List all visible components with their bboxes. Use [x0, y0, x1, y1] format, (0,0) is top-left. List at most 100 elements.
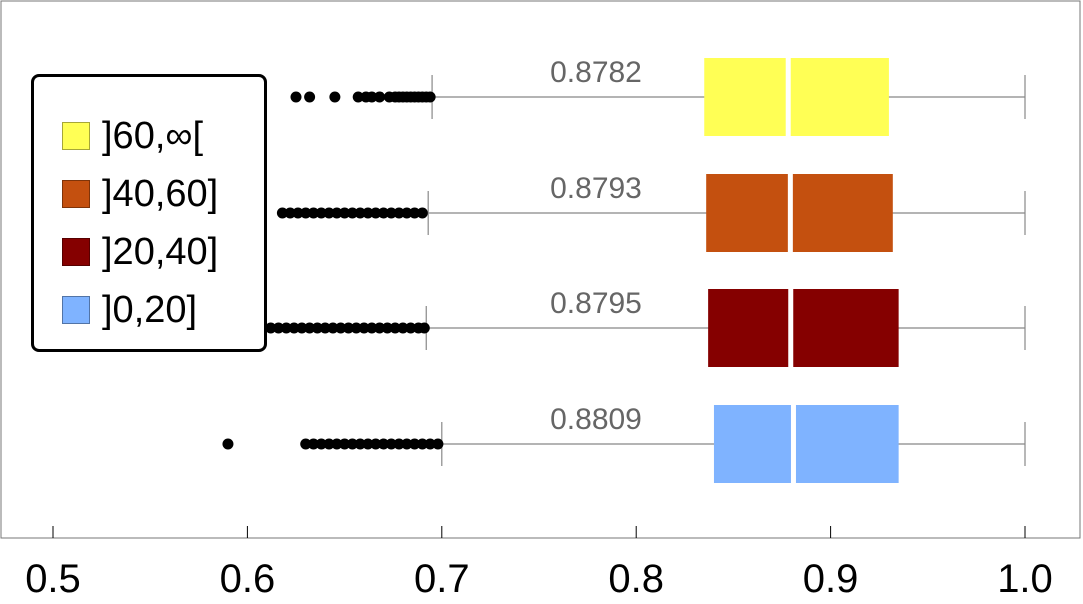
box-iqr	[704, 58, 889, 136]
outlier-point	[276, 207, 288, 219]
outlier-point	[424, 91, 436, 103]
legend-label: ]60,∞[	[102, 115, 204, 157]
outlier-point	[346, 438, 358, 450]
median-label: 0.8793	[550, 172, 642, 205]
median-label: 0.8795	[550, 287, 642, 320]
legend: ]60,∞[ ]40,60] ]20,40] ]0,20]	[31, 74, 267, 352]
outlier-point	[366, 322, 378, 334]
outlier-point	[304, 91, 316, 103]
outlier-point	[319, 322, 331, 334]
legend-swatch	[62, 296, 90, 324]
outlier-point	[377, 207, 389, 219]
outlier-point	[342, 322, 354, 334]
median-label: 0.8809	[550, 403, 642, 436]
legend-swatch	[62, 122, 90, 150]
outlier-point	[315, 207, 327, 219]
legend-item: ]40,60]	[62, 165, 264, 223]
x-tick-label: 0.9	[803, 557, 859, 601]
legend-swatch	[62, 238, 90, 266]
outlier-point	[307, 207, 319, 219]
box-series: 0.8782	[290, 56, 1026, 136]
outlier-point	[374, 322, 386, 334]
outlier-point	[370, 207, 382, 219]
outlier-point	[354, 438, 366, 450]
outlier-point	[362, 207, 374, 219]
outlier-point	[397, 322, 409, 334]
outlier-point	[315, 438, 327, 450]
outlier-point	[405, 322, 417, 334]
legend-label: ]20,40]	[102, 231, 219, 273]
outlier-point	[304, 322, 316, 334]
median-label: 0.8782	[550, 56, 642, 89]
outlier-point	[292, 207, 304, 219]
outlier-point	[401, 207, 413, 219]
outlier-point	[222, 438, 234, 450]
outlier-point	[352, 91, 364, 103]
outlier-point	[385, 207, 397, 219]
box-iqr	[708, 289, 899, 367]
outlier-point	[401, 438, 413, 450]
plot-frame	[0, 0, 1081, 539]
x-tick-label: 1.0	[997, 557, 1053, 601]
legend-label: ]0,20]	[102, 289, 198, 331]
outlier-point	[327, 322, 339, 334]
outlier-point	[323, 438, 335, 450]
outlier-point	[377, 438, 389, 450]
box-series: 0.8809	[222, 403, 1026, 483]
outlier-point	[409, 438, 421, 450]
x-tick-label: 0.6	[220, 557, 276, 601]
legend-item: ]60,∞[	[62, 107, 264, 165]
outlier-point	[432, 438, 444, 450]
box-iqr	[713, 405, 899, 483]
x-axis: 0.5 0.6 0.7 0.8 0.9 1.0	[25, 526, 1053, 601]
outlier-point	[331, 438, 343, 450]
outlier-point	[311, 322, 323, 334]
legend-label: ]40,60]	[102, 173, 219, 215]
box-iqr	[706, 174, 893, 252]
outlier-point	[362, 438, 374, 450]
legend-swatch	[62, 180, 90, 208]
outlier-point	[424, 438, 436, 450]
outlier-point	[280, 322, 292, 334]
outlier-point	[370, 438, 382, 450]
outlier-point	[339, 207, 351, 219]
outlier-point	[288, 322, 300, 334]
outlier-point	[346, 207, 358, 219]
outlier-point	[418, 322, 430, 334]
outlier-point	[381, 322, 393, 334]
outlier-point	[409, 207, 421, 219]
legend-item: ]20,40]	[62, 223, 264, 281]
outlier-point	[296, 322, 308, 334]
outlier-point	[389, 322, 401, 334]
outlier-point	[335, 322, 347, 334]
x-tick-label: 0.5	[25, 557, 81, 601]
outlier-point	[385, 438, 397, 450]
outlier-point	[339, 438, 351, 450]
outlier-point	[300, 438, 312, 450]
outlier-point	[358, 322, 370, 334]
x-tick-label: 0.7	[414, 557, 470, 601]
outlier-point	[393, 207, 405, 219]
outlier-point	[300, 207, 312, 219]
outlier-point	[354, 207, 366, 219]
outlier-point	[290, 91, 302, 103]
outlier-point	[284, 207, 296, 219]
x-tick-label: 0.8	[608, 557, 664, 601]
outlier-point	[331, 207, 343, 219]
outlier-point	[323, 207, 335, 219]
outlier-point	[393, 438, 405, 450]
outlier-point	[265, 322, 277, 334]
box-series-group: 0.8782 0.8793 0.8795 0.8809	[222, 56, 1026, 483]
legend-item: ]0,20]	[62, 281, 264, 339]
outlier-point	[307, 438, 319, 450]
outlier-point	[416, 207, 428, 219]
outlier-point	[350, 322, 362, 334]
box-series: 0.8793	[276, 172, 1026, 252]
outlier-point	[329, 91, 341, 103]
outlier-point	[273, 322, 285, 334]
outlier-point	[366, 91, 378, 103]
box-series: 0.8795	[265, 287, 1026, 367]
outlier-point	[374, 91, 386, 103]
outlier-point	[416, 438, 428, 450]
